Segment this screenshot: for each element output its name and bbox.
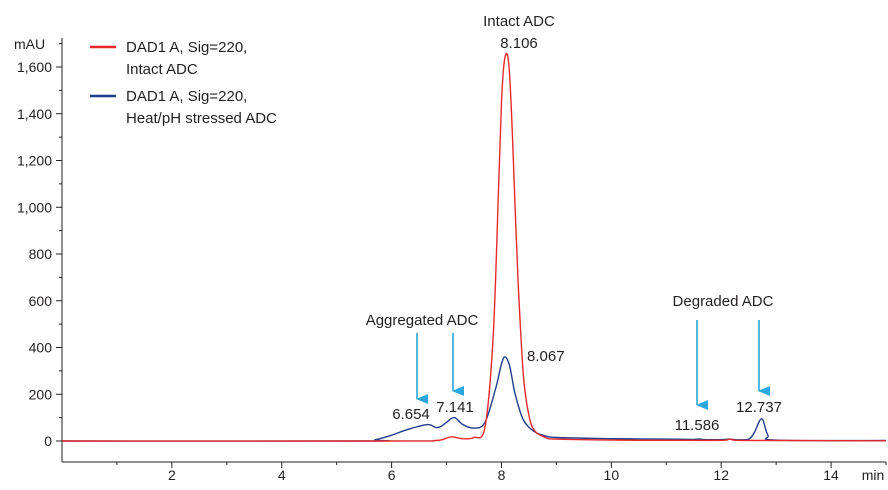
x-tick-label: 6 [388, 467, 396, 483]
peak-label: 7.141 [436, 399, 474, 416]
peak-label: 11.586 [675, 417, 720, 434]
series-layer [61, 52, 887, 442]
y-tick-label: 0 [44, 433, 52, 449]
y-tick-label: 1,600 [17, 59, 52, 75]
axes: 0 200 400 600 800 1,000 1,200 1,400 1,600 mAU 2 4 6 8… [14, 36, 887, 483]
peak-label: 12.737 [736, 399, 782, 416]
y-tick-label: 1,200 [17, 153, 52, 169]
peak-label: 6.654 [392, 406, 430, 423]
annotation-label: Degraded ADC [673, 293, 774, 310]
x-tick-label: 12 [713, 467, 729, 483]
y-tick-label: 600 [29, 293, 53, 309]
y-tick-label: 400 [29, 340, 53, 356]
series-line-intact [61, 52, 887, 442]
legend-label: Heat/pH stressed ADC [126, 110, 277, 127]
y-axis-unit-label: mAU [14, 36, 45, 52]
x-axis-unit-label: min [862, 467, 885, 483]
legend: DAD1 A, Sig=220, Intact ADC DAD1 A, Sig=22… [90, 39, 277, 127]
peak-label: 8.067 [527, 348, 565, 365]
annotation-label: Aggregated ADC [366, 312, 479, 329]
y-tick-label: 1,000 [17, 199, 52, 215]
peak-label: 8.106 [500, 35, 538, 52]
x-tick-label: 10 [604, 467, 620, 483]
legend-label: DAD1 A, Sig=220, [126, 88, 247, 105]
y-tick-label: 200 [29, 386, 53, 402]
x-tick-label: 4 [278, 467, 286, 483]
legend-label: Intact ADC [126, 61, 198, 78]
x-tick-label: 14 [823, 467, 839, 483]
x-tick-label: 8 [498, 467, 506, 483]
labels-layer: 8.106 8.067 6.654 7.141 11.586 12.737 Intact A… [366, 13, 782, 434]
y-tick-label: 800 [29, 246, 53, 262]
legend-label: DAD1 A, Sig=220, [126, 39, 247, 56]
annotation-label: Intact ADC [483, 13, 555, 30]
y-tick-label: 1,400 [17, 106, 52, 122]
x-tick-label: 2 [168, 467, 176, 483]
